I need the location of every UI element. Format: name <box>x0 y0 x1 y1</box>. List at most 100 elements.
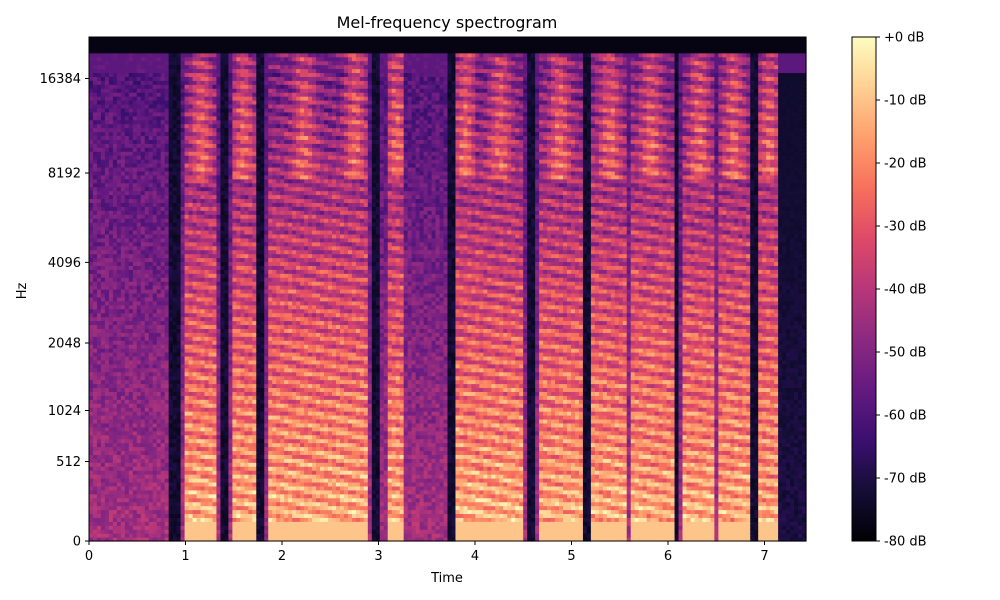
heatmap-cell <box>117 112 122 117</box>
heatmap-cell <box>157 214 162 219</box>
heatmap-cell <box>173 486 178 491</box>
heatmap-cell <box>209 364 214 369</box>
heatmap-cell <box>93 478 98 483</box>
heatmap-cell <box>109 108 114 113</box>
heatmap-cell <box>149 439 154 444</box>
heatmap-cell <box>113 321 118 326</box>
heatmap-cell <box>105 305 110 310</box>
heatmap-cell <box>101 435 106 440</box>
heatmap-cell <box>193 352 198 357</box>
heatmap-cell <box>177 116 182 121</box>
heatmap-cell <box>220 45 225 50</box>
heatmap-cell <box>129 305 134 310</box>
heatmap-cell <box>193 391 198 396</box>
heatmap-cell <box>117 179 122 184</box>
heatmap-cell <box>228 100 233 105</box>
heatmap-cell <box>189 313 194 318</box>
heatmap-cell <box>212 324 217 329</box>
heatmap-cell <box>165 179 170 184</box>
heatmap-cell <box>157 61 162 66</box>
heatmap-cell <box>197 443 202 448</box>
heatmap-cell <box>181 37 186 42</box>
heatmap-cell <box>145 269 150 274</box>
heatmap-cell <box>189 525 194 530</box>
heatmap-cell <box>149 301 154 306</box>
heatmap-cell <box>236 521 241 526</box>
heatmap-cell <box>89 187 94 192</box>
heatmap-cell <box>153 494 158 499</box>
heatmap-cell <box>105 269 110 274</box>
heatmap-cell <box>101 238 106 243</box>
heatmap-cell <box>145 238 150 243</box>
heatmap-cell <box>89 462 94 467</box>
heatmap-cell <box>117 348 122 353</box>
heatmap-cell <box>105 435 110 440</box>
heatmap-cell <box>177 301 182 306</box>
heatmap-cell <box>205 289 210 294</box>
heatmap-cell <box>149 49 154 54</box>
heatmap-cell <box>201 447 206 452</box>
heatmap-cell <box>125 61 130 66</box>
heatmap-cell <box>113 206 118 211</box>
heatmap-cell <box>133 155 138 160</box>
heatmap-cell <box>113 210 118 215</box>
heatmap-cell <box>145 521 150 526</box>
heatmap-cell <box>101 364 106 369</box>
heatmap-cell <box>89 372 94 377</box>
heatmap-cell <box>93 360 98 365</box>
heatmap-cell <box>197 155 202 160</box>
heatmap-cell <box>109 387 114 392</box>
heatmap-cell <box>129 179 134 184</box>
heatmap-cell <box>185 368 190 373</box>
heatmap-cell <box>109 478 114 483</box>
heatmap-cell <box>181 143 186 148</box>
heatmap-cell <box>129 242 134 247</box>
heatmap-cell <box>228 273 233 278</box>
heatmap-cell <box>153 427 158 432</box>
heatmap-cell <box>117 143 122 148</box>
heatmap-cell <box>121 289 126 294</box>
heatmap-cell <box>185 293 190 298</box>
heatmap-cell <box>169 88 174 93</box>
heatmap-cell <box>197 218 202 223</box>
heatmap-cell <box>145 384 150 389</box>
heatmap-cell <box>89 466 94 471</box>
heatmap-cell <box>101 324 106 329</box>
heatmap-cell <box>232 277 237 282</box>
heatmap-cell <box>93 498 98 503</box>
heatmap-cell <box>129 128 134 133</box>
heatmap-cell <box>125 407 130 412</box>
heatmap-cell <box>141 183 146 188</box>
heatmap-cell <box>153 364 158 369</box>
heatmap-cell <box>161 466 166 471</box>
heatmap-cell <box>141 57 146 62</box>
heatmap-cell <box>165 96 170 101</box>
heatmap-cell <box>145 147 150 152</box>
heatmap-cell <box>189 167 194 172</box>
heatmap-cell <box>101 403 106 408</box>
heatmap-cell <box>149 297 154 302</box>
heatmap-cell <box>133 202 138 207</box>
heatmap-cell <box>224 293 229 298</box>
heatmap-cell <box>220 419 225 424</box>
heatmap-cell <box>89 285 94 290</box>
heatmap-cell <box>193 427 198 432</box>
heatmap-cell <box>165 352 170 357</box>
heatmap-cell <box>125 313 130 318</box>
heatmap-cell <box>228 76 233 81</box>
heatmap-cell <box>173 202 178 207</box>
heatmap-cell <box>161 167 166 172</box>
heatmap-cell <box>97 246 102 251</box>
heatmap-cell <box>224 391 229 396</box>
heatmap-cell <box>105 49 110 54</box>
heatmap-cell <box>133 108 138 113</box>
heatmap-cell <box>97 340 102 345</box>
heatmap-cell <box>185 242 190 247</box>
heatmap-cell <box>177 510 182 515</box>
heatmap-cell <box>121 226 126 231</box>
heatmap-cell <box>125 132 130 137</box>
heatmap-cell <box>137 399 142 404</box>
heatmap-cell <box>185 490 190 495</box>
heatmap-cell <box>193 297 198 302</box>
heatmap-cell <box>113 517 118 522</box>
